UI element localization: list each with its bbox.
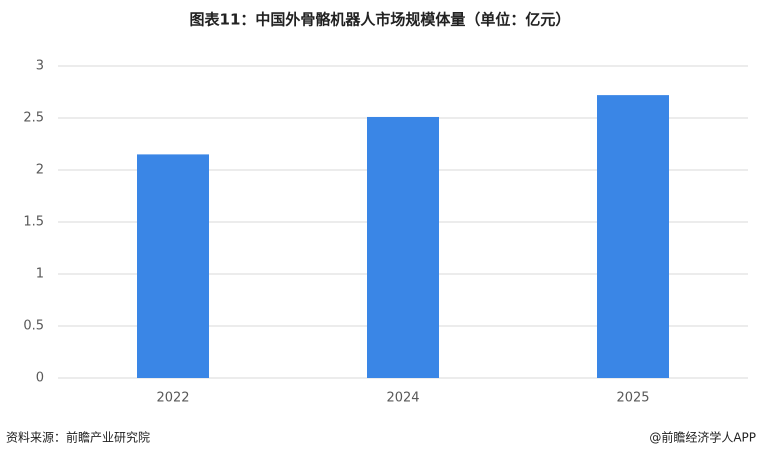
y-tick-label: 0.5 bbox=[23, 319, 44, 334]
x-tick-label: 2022 bbox=[156, 391, 189, 406]
bar bbox=[597, 95, 669, 379]
y-tick-label: 2.5 bbox=[23, 111, 44, 126]
y-tick-label: 2 bbox=[36, 163, 44, 178]
y-tick-label: 1 bbox=[36, 267, 44, 282]
bar bbox=[367, 116, 439, 379]
x-tick-label: 2024 bbox=[386, 391, 419, 406]
credit-note: @前瞻经济学人APP bbox=[649, 430, 756, 445]
y-tick-label: 3 bbox=[36, 59, 44, 74]
y-tick-label: 0 bbox=[36, 371, 44, 386]
source-note: 资料来源：前瞻产业研究院 bbox=[6, 430, 150, 445]
x-tick-label: 2025 bbox=[616, 391, 649, 406]
chart-title: 图表11：中国外骨骼机器人市场规模体量（单位：亿元） bbox=[190, 11, 571, 29]
y-tick-label: 1.5 bbox=[23, 215, 44, 230]
bar bbox=[137, 154, 209, 378]
